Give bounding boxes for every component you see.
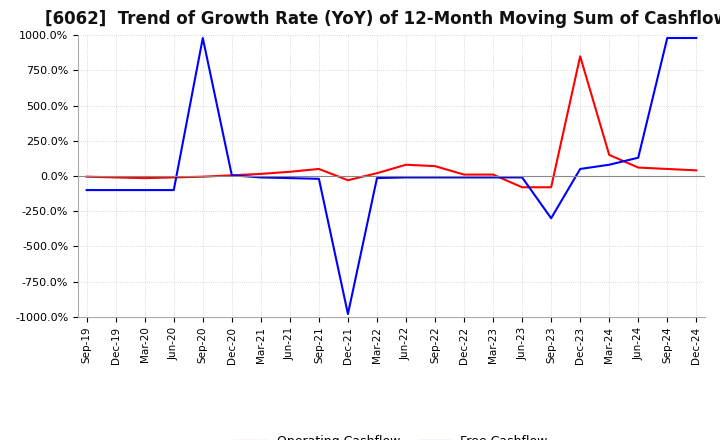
Operating Cashflow [576, 54, 585, 59]
Free Cashflow [199, 35, 207, 40]
Operating Cashflow [140, 176, 149, 181]
Operating Cashflow [546, 185, 555, 190]
Free Cashflow [402, 175, 410, 180]
Line: Free Cashflow: Free Cashflow [86, 38, 696, 314]
Operating Cashflow [169, 175, 178, 180]
Operating Cashflow [373, 171, 382, 176]
Free Cashflow [82, 187, 91, 193]
Free Cashflow [663, 35, 672, 40]
Free Cashflow [256, 175, 265, 180]
Free Cashflow [634, 155, 642, 160]
Operating Cashflow [605, 152, 613, 158]
Free Cashflow [373, 176, 382, 181]
Free Cashflow [431, 175, 439, 180]
Title: [6062]  Trend of Growth Rate (YoY) of 12-Month Moving Sum of Cashflows: [6062] Trend of Growth Rate (YoY) of 12-… [45, 10, 720, 28]
Operating Cashflow [112, 175, 120, 180]
Operating Cashflow [82, 174, 91, 180]
Free Cashflow [460, 175, 469, 180]
Free Cashflow [518, 175, 526, 180]
Free Cashflow [112, 187, 120, 193]
Operating Cashflow [634, 165, 642, 170]
Free Cashflow [343, 312, 352, 317]
Free Cashflow [315, 176, 323, 181]
Free Cashflow [169, 187, 178, 193]
Operating Cashflow [518, 185, 526, 190]
Operating Cashflow [692, 168, 701, 173]
Legend: Operating Cashflow, Free Cashflow: Operating Cashflow, Free Cashflow [230, 430, 552, 440]
Free Cashflow [605, 162, 613, 167]
Operating Cashflow [460, 172, 469, 177]
Line: Operating Cashflow: Operating Cashflow [86, 56, 696, 187]
Operating Cashflow [199, 174, 207, 180]
Operating Cashflow [228, 172, 236, 178]
Operating Cashflow [489, 172, 498, 177]
Free Cashflow [489, 175, 498, 180]
Operating Cashflow [402, 162, 410, 167]
Free Cashflow [140, 187, 149, 193]
Free Cashflow [546, 216, 555, 221]
Operating Cashflow [343, 178, 352, 183]
Free Cashflow [692, 35, 701, 40]
Free Cashflow [228, 172, 236, 178]
Operating Cashflow [286, 169, 294, 174]
Free Cashflow [286, 176, 294, 181]
Operating Cashflow [431, 164, 439, 169]
Operating Cashflow [256, 171, 265, 176]
Operating Cashflow [663, 166, 672, 172]
Operating Cashflow [315, 166, 323, 172]
Free Cashflow [576, 166, 585, 172]
